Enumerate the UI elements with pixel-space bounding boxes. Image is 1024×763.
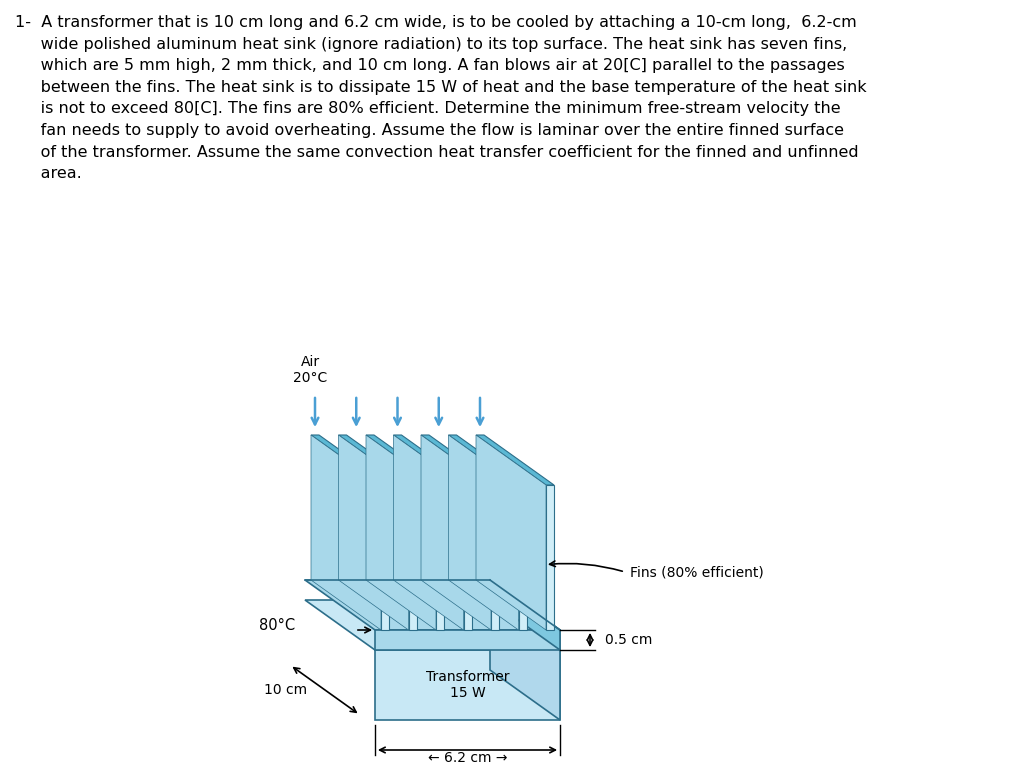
Polygon shape	[464, 485, 471, 630]
Polygon shape	[476, 435, 546, 630]
Polygon shape	[449, 435, 526, 485]
Polygon shape	[366, 435, 436, 630]
Polygon shape	[449, 435, 518, 630]
Polygon shape	[436, 485, 444, 630]
Text: 1-  A transformer that is 10 cm long and 6.2 cm wide, is to be cooled by attachi: 1- A transformer that is 10 cm long and …	[15, 15, 866, 181]
Polygon shape	[305, 600, 560, 650]
Polygon shape	[490, 600, 560, 720]
Polygon shape	[375, 650, 560, 720]
Polygon shape	[476, 435, 554, 485]
Polygon shape	[375, 630, 560, 650]
Polygon shape	[339, 435, 409, 630]
Polygon shape	[311, 435, 381, 630]
Text: 10 cm: 10 cm	[264, 683, 307, 697]
Polygon shape	[518, 485, 526, 630]
Text: ← 6.2 cm →: ← 6.2 cm →	[428, 751, 507, 763]
Polygon shape	[409, 485, 417, 630]
Polygon shape	[421, 435, 490, 630]
Polygon shape	[393, 435, 471, 485]
Polygon shape	[393, 435, 464, 630]
Polygon shape	[421, 435, 499, 485]
Polygon shape	[490, 580, 560, 650]
Polygon shape	[366, 435, 444, 485]
Polygon shape	[381, 485, 389, 630]
Polygon shape	[305, 580, 560, 630]
Polygon shape	[311, 435, 389, 485]
Polygon shape	[339, 435, 417, 485]
Text: 0.5 cm: 0.5 cm	[605, 633, 652, 647]
Text: Transformer
15 W: Transformer 15 W	[426, 670, 509, 700]
Text: 80°C: 80°C	[259, 617, 295, 633]
Text: Fins (80% efficient): Fins (80% efficient)	[630, 565, 764, 579]
Text: Air
20°C: Air 20°C	[293, 355, 327, 385]
Polygon shape	[546, 485, 554, 630]
Polygon shape	[490, 485, 499, 630]
